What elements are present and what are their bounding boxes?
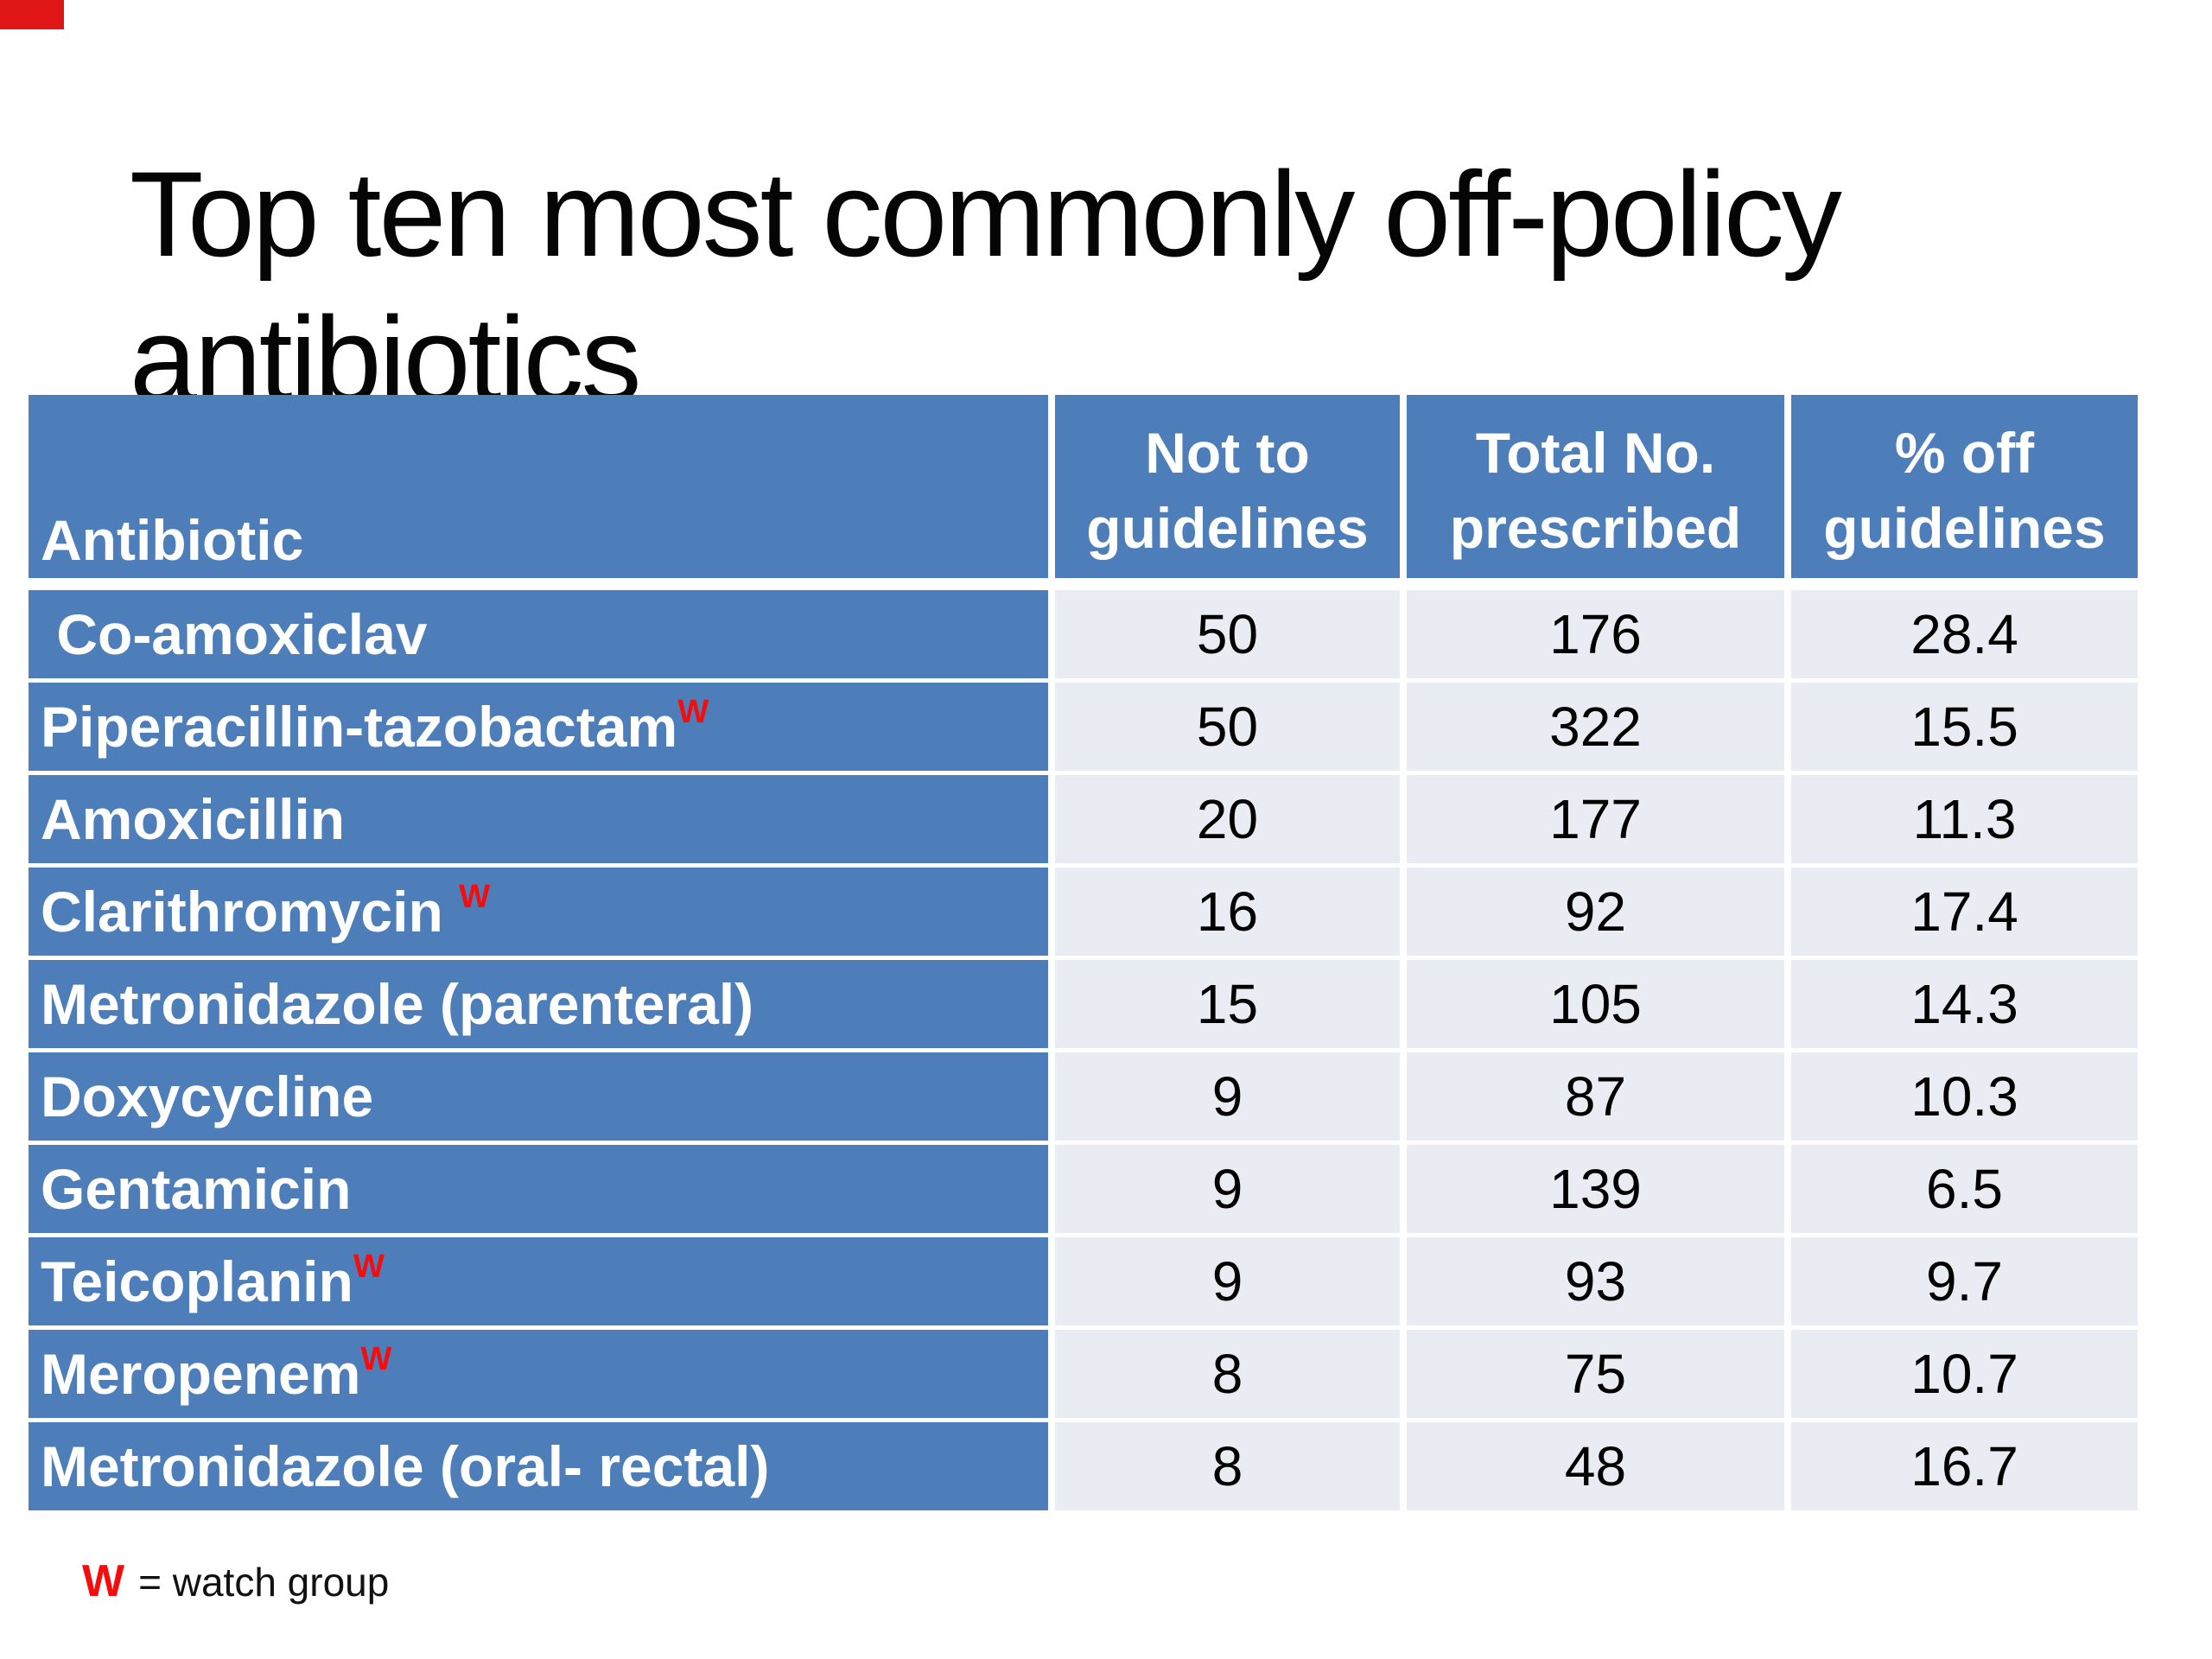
- table-cell-pct: 14.3: [1791, 960, 2138, 1048]
- table-cell-not-to: 15: [1055, 960, 1400, 1048]
- table-cell-not-to: 16: [1055, 868, 1400, 956]
- table-cell-pct: 17.4: [1791, 868, 2138, 956]
- table-cell-not-to: 8: [1055, 1422, 1400, 1510]
- table-cell-total: 48: [1407, 1422, 1784, 1510]
- header-separator: [29, 582, 2138, 586]
- table-row-name: Doxycycline: [29, 1052, 1048, 1141]
- table-row-name: Gentamicin: [29, 1145, 1048, 1233]
- table-row-name: Metronidazole (oral- rectal): [29, 1422, 1048, 1510]
- table-cell-not-to: 50: [1055, 683, 1400, 771]
- antibiotic-name: Gentamicin: [41, 1157, 352, 1221]
- table-row-name: Meropenem W: [29, 1330, 1048, 1418]
- table-cell-total: 177: [1407, 775, 1784, 863]
- antibiotic-name: Amoxicillin: [41, 787, 346, 851]
- antibiotic-name: Clarithromycin: [41, 880, 460, 944]
- table-cell-total: 93: [1407, 1237, 1784, 1325]
- table-cell-pct: 15.5: [1791, 683, 2138, 771]
- table-cell-total: 87: [1407, 1052, 1784, 1141]
- column-header-total-prescribed: Total No. prescribed: [1407, 395, 1784, 578]
- column-header-not-to-guidelines: Not to guidelines: [1055, 395, 1400, 578]
- watch-group-text: = watch group: [138, 1560, 390, 1605]
- antibiotic-name: Piperacillin-tazobactam: [41, 695, 678, 759]
- watch-group-footnote: W = watch group: [82, 1555, 389, 1607]
- antibiotic-name: Teicoplanin: [41, 1249, 353, 1313]
- table-row-name: Amoxicillin: [29, 775, 1048, 863]
- red-corner-marker: [0, 0, 64, 29]
- column-header-antibiotic: Antibiotic: [29, 395, 1048, 578]
- antibiotic-name: Metronidazole (parenteral): [41, 972, 754, 1036]
- slide-title-line-1: Top ten most commonly off-policy: [130, 145, 1842, 282]
- column-header-pct-off-guidelines: % off guidelines: [1791, 395, 2138, 578]
- table-cell-total: 176: [1407, 590, 1784, 678]
- table-cell-not-to: 9: [1055, 1145, 1400, 1233]
- table-cell-total: 139: [1407, 1145, 1784, 1233]
- table-cell-pct: 28.4: [1791, 590, 2138, 678]
- table-cell-total: 322: [1407, 683, 1784, 771]
- table-cell-pct: 6.5: [1791, 1145, 2138, 1233]
- table-row-name: Teicoplanin W: [29, 1237, 1048, 1325]
- table-cell-not-to: 9: [1055, 1237, 1400, 1325]
- table-cell-not-to: 8: [1055, 1330, 1400, 1418]
- table-cell-total: 105: [1407, 960, 1784, 1048]
- antibiotic-name: Metronidazole (oral- rectal): [41, 1434, 770, 1498]
- table-cell-not-to: 50: [1055, 590, 1400, 678]
- antibiotic-name: Meropenem: [41, 1342, 361, 1406]
- slide-title: Top ten most commonly off-policy antibio…: [130, 142, 2065, 432]
- table-row-name: Clarithromycin W: [29, 868, 1048, 956]
- table-cell-total: 92: [1407, 868, 1784, 956]
- table-cell-pct: 10.3: [1791, 1052, 2138, 1141]
- table-cell-pct: 10.7: [1791, 1330, 2138, 1418]
- table-row-name: Metronidazole (parenteral): [29, 960, 1048, 1048]
- antibiotics-table: Antibiotic Not to guidelines Total No. p…: [29, 395, 2138, 1510]
- table-row-name: Piperacillin-tazobactam W: [29, 683, 1048, 771]
- watch-group-symbol: W: [82, 1556, 125, 1606]
- table-cell-not-to: 9: [1055, 1052, 1400, 1141]
- table-cell-pct: 11.3: [1791, 775, 2138, 863]
- antibiotic-name: Doxycycline: [41, 1065, 374, 1128]
- table-cell-total: 75: [1407, 1330, 1784, 1418]
- table-row-name: Co-amoxiclav: [29, 590, 1048, 678]
- table-cell-pct: 16.7: [1791, 1422, 2138, 1510]
- antibiotic-name: Co-amoxiclav: [41, 602, 428, 666]
- table-cell-not-to: 20: [1055, 775, 1400, 863]
- table-cell-pct: 9.7: [1791, 1237, 2138, 1325]
